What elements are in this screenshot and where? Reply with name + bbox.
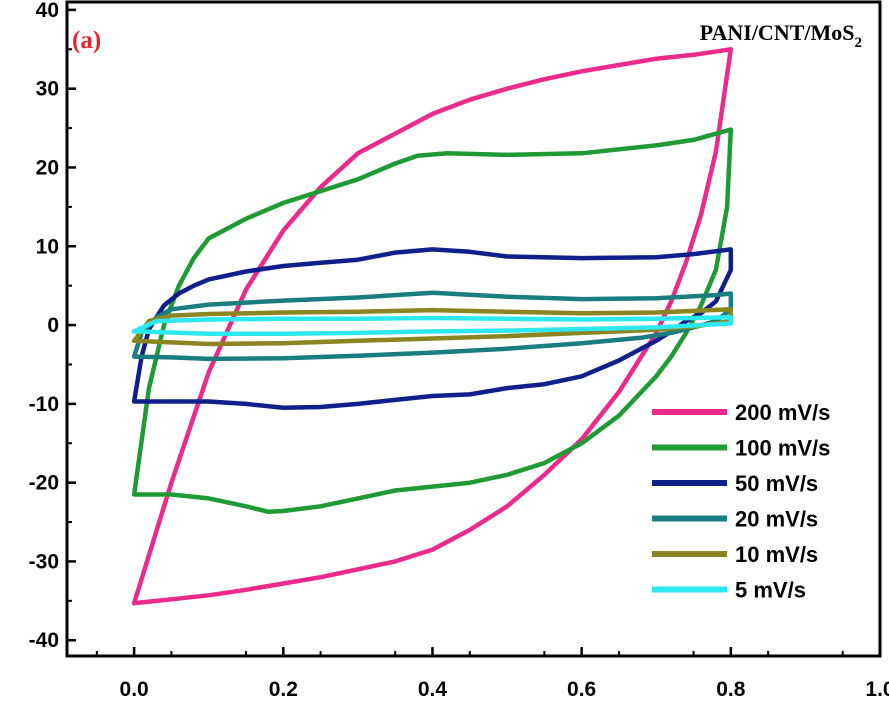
series-10-mv-s bbox=[131, 307, 734, 347]
x-axis: 0.0 0.2 0.4 0.6 0.8 1.0 bbox=[95, 647, 889, 701]
y-tick-label: 20 bbox=[36, 156, 59, 179]
chart-title: PANI/CNT/MoS2 bbox=[700, 20, 862, 51]
y-axis: -40 -30 -20 -10 0 10 20 30 40 bbox=[29, 0, 76, 652]
legend-label: 10 mV/s bbox=[735, 542, 818, 567]
x-tick-label: 1.0 bbox=[865, 678, 889, 701]
x-tick-label: 0.2 bbox=[269, 678, 298, 701]
y-tick-label: -40 bbox=[29, 629, 59, 652]
series-200-mv-s bbox=[131, 47, 734, 606]
y-tick-label: -10 bbox=[29, 393, 59, 416]
legend-label: 20 mV/s bbox=[735, 507, 818, 532]
y-tick-label: -20 bbox=[29, 472, 59, 495]
legend: 200 mV/s 100 mV/s 50 mV/s 20 mV/s 10 mV/s 5 m… bbox=[652, 400, 830, 603]
series-5-mv-s bbox=[131, 314, 734, 336]
legend-label: 200 mV/s bbox=[735, 400, 830, 425]
series-20-mv-s bbox=[131, 290, 734, 362]
legend-label: 50 mV/s bbox=[735, 471, 818, 496]
y-tick-label: -30 bbox=[29, 550, 59, 573]
legend-label: 100 mV/s bbox=[735, 436, 830, 461]
panel-label: (a) bbox=[72, 27, 101, 54]
chart-title-main: PANI/CNT/MoS bbox=[700, 20, 855, 45]
y-tick-label: 40 bbox=[36, 0, 59, 22]
y-tick-label: 30 bbox=[36, 78, 59, 101]
y-tick-label: 10 bbox=[36, 235, 59, 258]
x-tick-label: 0.6 bbox=[567, 678, 596, 701]
plot-frame bbox=[65, 0, 882, 658]
x-tick-label: 0.4 bbox=[418, 678, 448, 701]
chart-title-subscript: 2 bbox=[855, 35, 863, 51]
series-100-mv-s bbox=[131, 127, 734, 515]
x-tick-label: 0.8 bbox=[716, 678, 746, 701]
y-tick-label: 0 bbox=[47, 314, 59, 337]
series-layer bbox=[131, 47, 734, 606]
x-tick-label: 0.0 bbox=[120, 678, 149, 701]
legend-label: 5 mV/s bbox=[735, 578, 806, 603]
series-50-mv-s bbox=[131, 247, 734, 411]
